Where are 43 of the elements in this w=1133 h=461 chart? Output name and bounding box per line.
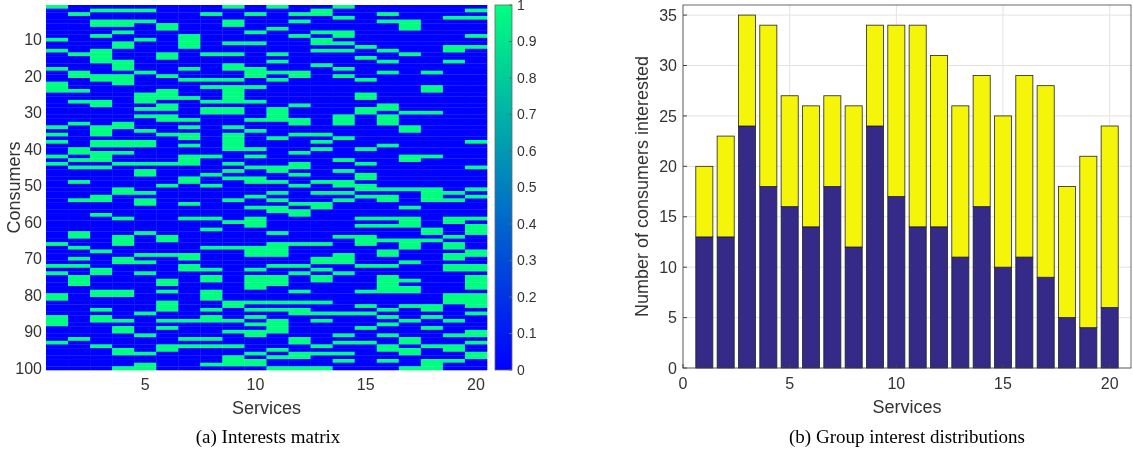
y-tick-label: 35: [659, 6, 678, 24]
y-tick-label: 15: [659, 208, 678, 226]
color-bar-label: 0.4: [517, 215, 537, 232]
color-bar-label: 0: [517, 361, 525, 378]
x-tick-label: 5: [140, 376, 150, 393]
color-bar-label: 0.8: [517, 69, 537, 86]
y-tick-label: 70: [24, 250, 43, 268]
y-tick-label: 60: [24, 213, 43, 231]
y-tick-label: 40: [24, 140, 43, 158]
color-bar-label: 0.7: [517, 106, 537, 123]
y-tick-label: 100: [15, 359, 43, 377]
x-tick-label: 20: [1100, 375, 1119, 392]
y-tick-label: 0: [668, 359, 678, 377]
y-tick-label: 20: [659, 157, 678, 175]
y-tick-label: 25: [659, 107, 678, 125]
y-tick-label: 20: [24, 67, 43, 85]
y-axis-title: Number of consumers interested: [632, 55, 652, 318]
color-bar-label: 0.9: [517, 33, 537, 50]
color-bar-label: 0.3: [517, 252, 537, 269]
x-tick-label: 10: [887, 375, 906, 392]
text: (b) Group interest distributions: [789, 426, 1025, 448]
x-tick-label: 5: [785, 375, 795, 392]
y-tick-label: 80: [24, 286, 43, 304]
color-bar-label: 0.2: [517, 288, 537, 305]
text: (a) Interests matrix: [195, 426, 341, 448]
color-bar-label: 0.1: [517, 325, 537, 342]
y-tick-label: 10: [24, 31, 43, 49]
y-tick-label: 10: [659, 258, 678, 276]
color-bar-label: 0.5: [517, 179, 537, 196]
x-axis-title: Services: [872, 397, 942, 417]
y-axis-title: Consumers: [4, 141, 24, 234]
y-tick-label: 30: [24, 104, 43, 122]
y-tick-label: 50: [24, 177, 43, 195]
x-tick-label: 15: [356, 376, 375, 393]
y-tick-label: 90: [24, 323, 43, 341]
x-tick-label: 15: [994, 375, 1012, 392]
x-tick-label: 10: [246, 376, 265, 393]
color-bar-label: 1: [517, 0, 525, 13]
x-axis-title: Services: [231, 398, 302, 418]
color-bar-label: 0.6: [517, 142, 537, 159]
x-tick-label: 20: [467, 376, 485, 393]
y-tick-label: 5: [668, 309, 678, 327]
y-tick-label: 30: [659, 57, 678, 75]
